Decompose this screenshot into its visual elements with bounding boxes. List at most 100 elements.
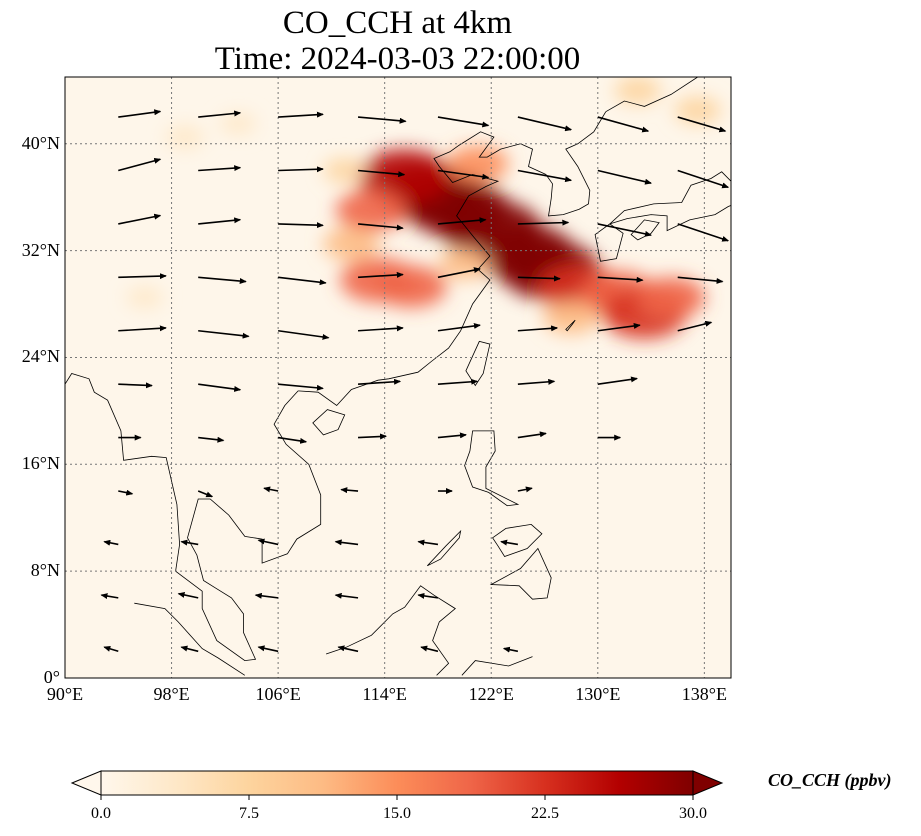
wind-arrow-66 (100, 593, 119, 600)
wind-arrow-17 (198, 217, 242, 225)
wind-arrow-56 (263, 486, 279, 493)
colorbar-tick-label: 30.0 (679, 805, 707, 822)
coastline-sulawesi-north (461, 656, 533, 676)
wind-arrow-4 (437, 116, 490, 128)
wind-arrow-59 (517, 486, 533, 493)
wind-arrow-3 (357, 116, 407, 124)
wind-arrow-63 (334, 539, 359, 546)
plume-20 (674, 96, 721, 125)
wind-arrow-38 (597, 322, 641, 332)
wind-arrow-7 (677, 116, 727, 133)
wind-arrow-49 (278, 436, 308, 444)
wind-arrow-39 (677, 320, 713, 332)
coastline-hainan (312, 409, 346, 436)
plume-6 (335, 189, 407, 232)
colorbar-label: CO_CCH (ppbv) (768, 770, 892, 790)
colorbar-tick-label: 0.0 (91, 805, 111, 822)
y-tick-label: 40°N (21, 132, 60, 153)
wind-arrow-8 (118, 157, 162, 172)
coastline-hokkaido (730, 97, 731, 126)
wind-arrow-62 (257, 538, 279, 546)
coastline-palawan (427, 529, 462, 567)
wind-arrow-68 (254, 592, 279, 599)
wind-arrow-18 (278, 222, 324, 229)
wind-arrow-33 (198, 329, 250, 339)
wind-arrow-65 (500, 539, 519, 546)
coastline-ryukyu (565, 319, 576, 332)
wind-arrow-1 (198, 110, 242, 118)
wind-arrow-50 (358, 433, 388, 440)
coastline-visayas (492, 523, 543, 557)
wind-arrow-15 (677, 169, 730, 189)
plume-16 (447, 145, 509, 182)
wind-arrow-61 (180, 539, 199, 546)
concentration-field (126, 77, 721, 339)
gridlines (65, 77, 731, 678)
coastline-japan-honshu (609, 171, 731, 232)
wind-arrow-37 (517, 325, 559, 332)
wind-arrow-36 (437, 322, 481, 332)
wind-arrow-29 (517, 275, 561, 282)
plume-18 (165, 125, 205, 149)
y-tick-label: 24°N (21, 346, 60, 367)
wind-arrow-76 (502, 646, 519, 653)
wind-arrow-6 (597, 116, 650, 133)
chart-subtitle: Time: 2024-03-03 22:00:00 (214, 41, 581, 77)
colorbar-tick-label: 22.5 (531, 805, 559, 822)
coastline-japan-shikoku (630, 219, 660, 241)
x-tick-label: 130°E (575, 684, 621, 704)
wind-arrow-23 (677, 223, 730, 242)
coastline-vietnam-coast (65, 373, 322, 662)
wind-arrow-25 (198, 276, 247, 284)
wind-arrow-42 (278, 383, 324, 391)
wind-arrow-43 (357, 378, 402, 385)
x-tick-label: 98°E (153, 684, 190, 704)
wind-arrow-71 (103, 645, 119, 653)
wind-arrow-20 (437, 217, 487, 225)
wind-arrow-27 (357, 271, 404, 279)
wind-arrow-54 (118, 489, 134, 496)
wind-arrow-67 (177, 591, 199, 599)
coastline-china-coast (298, 131, 521, 407)
x-tick-label: 138°E (681, 684, 727, 704)
wind-arrow-19 (357, 223, 404, 231)
plume-7 (323, 227, 380, 261)
wind-arrow-73 (257, 645, 279, 653)
wind-arrow-48 (198, 436, 225, 443)
wind-arrow-45 (517, 378, 556, 385)
chart-title: CO_CCH at 4km (282, 5, 513, 41)
colorbar-min-extension (70, 770, 102, 796)
plume-22 (219, 112, 257, 135)
wind-arrow-31 (677, 276, 724, 284)
plume-17 (323, 158, 366, 183)
wind-arrow-64 (417, 539, 439, 546)
wind-arrow-9 (198, 165, 242, 172)
wind-arrow-35 (357, 325, 404, 332)
wind-arrow-41 (198, 383, 242, 392)
wind-arrow-75 (420, 645, 439, 653)
plot-frame (64, 76, 732, 679)
plume-19 (614, 77, 661, 105)
wind-arrow-12 (437, 169, 490, 180)
wind-arrow-55 (197, 490, 214, 498)
wind-arrow-52 (517, 431, 547, 439)
coastline-luzon (464, 430, 520, 507)
wind-arrow-5 (517, 116, 573, 132)
x-tick-label: 106°E (255, 684, 301, 704)
wind-vectors (100, 109, 730, 653)
wind-arrow-24 (118, 273, 167, 280)
wind-arrow-32 (118, 325, 167, 332)
wind-arrow-21 (517, 219, 570, 226)
wind-arrow-60 (103, 539, 119, 546)
coastline-sumatra-north (134, 602, 246, 676)
wind-arrow-44 (437, 378, 479, 385)
wind-arrow-0 (118, 109, 162, 118)
coastline-russia-coast (605, 77, 698, 113)
wind-arrow-69 (334, 592, 359, 599)
x-tick-label: 122°E (468, 684, 514, 704)
plume-21 (126, 286, 164, 309)
wind-arrow-10 (278, 166, 324, 173)
wind-arrow-28 (437, 267, 481, 279)
coastline-mindanao (489, 547, 552, 600)
